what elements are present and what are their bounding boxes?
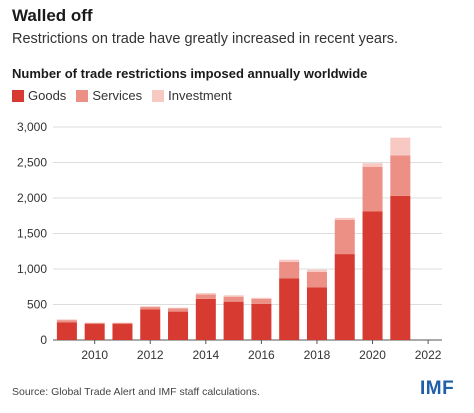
bar-services-2010: [84, 322, 105, 325]
page-subtitle: Restrictions on trade have greatly incre…: [12, 31, 399, 47]
bar-services-2014: [195, 294, 216, 299]
x-tick-label: 2010: [81, 348, 108, 362]
bar-services-2020: [362, 166, 383, 212]
legend-item-services: Services: [76, 88, 142, 103]
bar-investment-2020: [362, 163, 383, 167]
legend-item-goods: Goods: [12, 88, 66, 103]
x-tick-label: 2014: [192, 348, 219, 362]
y-tick-label: 3,000: [17, 120, 47, 134]
chart-legend: Goods Services Investment: [12, 88, 242, 103]
bar-investment-2015: [223, 295, 244, 297]
bar-goods-2016: [251, 303, 272, 340]
bar-goods-2011: [112, 324, 133, 340]
bar-investment-2009: [56, 319, 77, 321]
bar-services-2021: [390, 155, 411, 196]
x-tick-label: 2012: [137, 348, 164, 362]
bar-services-2012: [140, 306, 161, 310]
y-tick-label: 500: [27, 298, 47, 312]
bar-investment-2019: [334, 217, 355, 221]
y-tick-label: 2,000: [17, 191, 47, 205]
bar-services-2013: [168, 308, 189, 312]
bar-investment-2014: [195, 293, 216, 295]
bar-services-2011: [112, 322, 133, 325]
bar-services-2016: [251, 298, 272, 304]
bar-goods-2018: [306, 287, 327, 340]
bar-goods-2017: [279, 278, 300, 340]
bar-investment-2013: [168, 307, 189, 309]
legend-label-services: Services: [92, 88, 143, 103]
legend-swatch-services: [76, 89, 89, 102]
bar-investment-2021: [390, 137, 411, 156]
legend-label-goods: Goods: [28, 88, 67, 103]
x-tick-label: 2018: [304, 348, 331, 362]
page-title: Walled off: [12, 6, 93, 25]
bar-services-2017: [279, 261, 300, 279]
bar-investment-2012: [140, 306, 161, 307]
legend-swatch-investment: [152, 89, 165, 102]
bar-goods-2012: [140, 309, 161, 340]
bar-services-2018: [306, 271, 327, 288]
chart-title: Number of trade restrictions imposed ann…: [12, 66, 368, 81]
bar-goods-2014: [195, 298, 216, 340]
y-tick-label: 1,000: [17, 262, 47, 276]
x-tick-label: 2016: [248, 348, 275, 362]
bar-goods-2009: [56, 322, 77, 340]
bar-goods-2015: [223, 301, 244, 340]
bar-investment-2017: [279, 259, 300, 262]
y-tick-label: 0: [40, 333, 47, 347]
y-tick-label: 1,500: [17, 227, 47, 241]
bar-services-2015: [223, 296, 244, 302]
bar-investment-2016: [251, 297, 272, 299]
bar-services-2019: [334, 220, 355, 255]
legend-label-investment: Investment: [168, 88, 232, 103]
bar-goods-2013: [168, 311, 189, 340]
bar-goods-2019: [334, 254, 355, 340]
x-tick-label: 2020: [359, 348, 386, 362]
bar-services-2009: [56, 320, 77, 323]
legend-item-investment: Investment: [152, 88, 232, 103]
bar-investment-2018: [306, 269, 327, 272]
bar-goods-2020: [362, 211, 383, 340]
bar-goods-2010: [84, 324, 105, 340]
legend-swatch-goods: [12, 89, 24, 102]
imf-logo: IMF: [420, 378, 455, 399]
bar-goods-2021: [390, 195, 411, 340]
x-tick-label: 2022: [415, 348, 442, 362]
y-tick-label: 2,500: [17, 156, 47, 170]
source-note: Source: Global Trade Alert and IMF staff…: [12, 386, 260, 398]
